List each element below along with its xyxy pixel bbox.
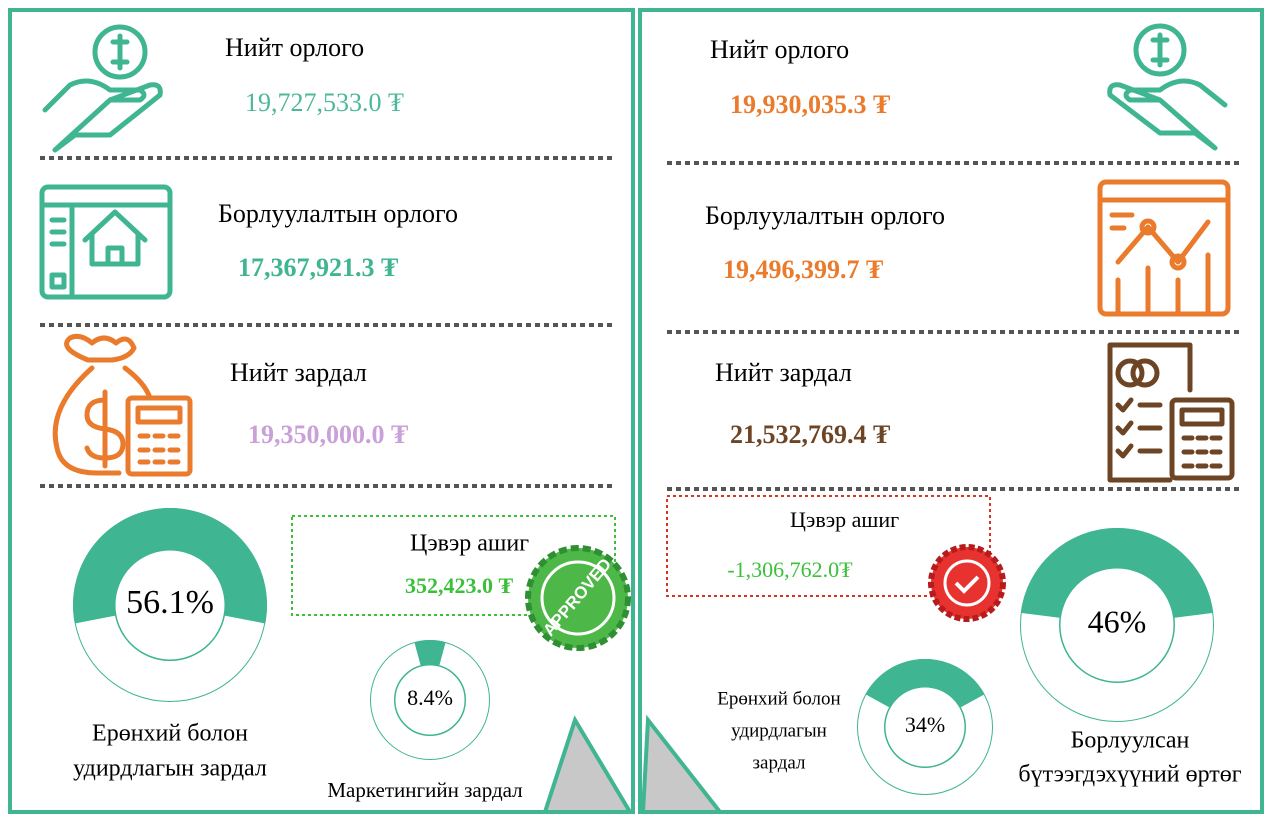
gauge-hole	[114, 549, 226, 661]
gauge-hole	[394, 664, 466, 736]
gauge-name: бүтээгдэхүүний өртөг	[1018, 762, 1241, 788]
item-value: 21,532,769.4 ₮	[730, 420, 890, 449]
gauge-name: Ерөнхий болон	[717, 688, 840, 709]
item-label: Нийт орлого	[710, 35, 849, 64]
seal-icon	[928, 544, 1006, 622]
gauge-name: Маркетингийн зардал	[327, 778, 522, 802]
profit-label: Цэвэр ашиг	[790, 507, 899, 532]
chart-icon	[1097, 179, 1231, 317]
gauge-name: удирдлагын	[731, 720, 827, 741]
item-label: Нийт зардал	[230, 358, 367, 387]
gauge-label: 46%	[1088, 603, 1147, 639]
money-bag-icon	[52, 333, 193, 477]
item-label: Нийт орлого	[225, 33, 364, 62]
profit-value: -1,306,762.0₮	[727, 557, 853, 582]
gauge-label: 34%	[905, 712, 945, 737]
buy-house-icon	[39, 184, 173, 300]
gauge-name: удирдлагын зардал	[73, 756, 267, 782]
money-hand-icon	[42, 24, 163, 153]
calculator-icon	[1107, 342, 1235, 483]
gauge-hole	[884, 686, 966, 768]
gauge-arc	[414, 640, 446, 667]
item-label: Борлуулалтын орлого	[705, 201, 945, 230]
gauge-label: 56.1%	[126, 584, 214, 621]
gauge-arc	[1020, 527, 1214, 618]
left-panel	[8, 8, 635, 814]
item-label: Борлуулалтын орлого	[218, 199, 458, 228]
approved-stamp: APPROVED	[525, 545, 631, 651]
gauge-arc	[865, 658, 985, 708]
item-label: Нийт зардал	[715, 358, 852, 387]
gauge-label: 8.4%	[407, 685, 453, 710]
gauge-name: Ерөнхий болон	[92, 721, 248, 747]
gauge-name: зардал	[753, 752, 806, 773]
item-value: 19,727,533.0 ₮	[245, 88, 404, 117]
item-value: 19,930,035.3 ₮	[730, 90, 890, 119]
gauge-name: Борлуулсан	[1071, 728, 1190, 754]
gauge-hole	[1059, 567, 1175, 683]
profit-value: 352,423.0 ₮	[405, 573, 514, 598]
profit-label: Цэвэр ашиг	[410, 531, 529, 557]
right-panel	[638, 8, 1264, 814]
item-value: 19,350,000.0 ₮	[248, 420, 408, 449]
money-hand-icon	[1107, 23, 1228, 151]
gauge-arc	[73, 507, 268, 624]
page-fold	[640, 714, 725, 814]
profit-box	[666, 495, 991, 597]
item-value: 19,496,399.7 ₮	[723, 255, 883, 284]
item-value: 17,367,921.3 ₮	[238, 253, 398, 282]
page-fold	[542, 715, 634, 814]
